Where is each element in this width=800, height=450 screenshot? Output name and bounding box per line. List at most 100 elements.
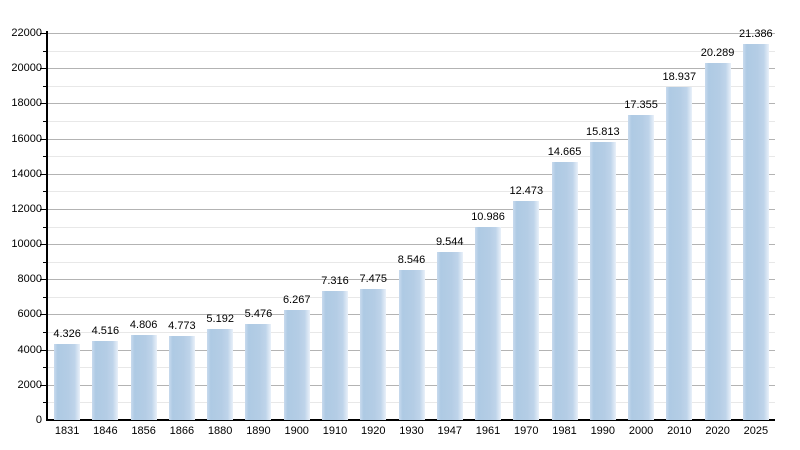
major-gridline (48, 208, 775, 210)
bar-1961 (475, 226, 502, 420)
bar-2020 (704, 63, 731, 420)
bar-1831 (54, 343, 81, 420)
minor-gridline (48, 156, 775, 158)
y-axis-tick (43, 50, 46, 52)
bar-1930 (398, 269, 425, 420)
y-axis-tick (43, 156, 46, 158)
value-label-1900: 6.267 (282, 293, 311, 306)
x-tick-label-1900: 1900 (284, 425, 309, 437)
major-gridline (48, 244, 775, 246)
y-axis-tick (40, 384, 46, 386)
minor-gridline (48, 226, 775, 228)
y-axis-tick (40, 68, 46, 70)
x-tick-label-2010: 2010 (667, 425, 692, 437)
y-axis-tick (40, 103, 46, 105)
x-tick-label-1990: 1990 (590, 425, 616, 437)
bar-1880 (207, 328, 234, 420)
y-tick-label: 10000 (11, 238, 42, 251)
y-tick-label: 2000 (17, 378, 42, 391)
bar-1890 (245, 323, 272, 420)
x-tick-label-1831: 1831 (54, 425, 80, 437)
x-tick-label-1880: 1880 (207, 425, 233, 437)
y-axis-tick (43, 191, 46, 193)
bar-2010 (666, 86, 693, 420)
bar-1866 (168, 336, 195, 420)
y-axis-tick (40, 138, 46, 140)
value-label-1961: 10.986 (471, 210, 505, 223)
major-gridline (48, 103, 775, 105)
major-gridline (48, 173, 775, 175)
x-tick-label-1866: 1866 (169, 425, 195, 437)
bar-1846 (92, 340, 119, 420)
value-label-2000: 17.355 (624, 98, 658, 111)
value-label-2020: 20.289 (700, 47, 735, 60)
x-axis-line (46, 419, 775, 421)
bar-1947 (436, 252, 463, 420)
x-tick-label-1947: 1947 (437, 425, 462, 437)
y-axis-tick (43, 402, 46, 404)
x-tick-label-1970: 1970 (514, 425, 539, 437)
value-label-1981: 14.665 (547, 146, 582, 159)
y-tick-label: 22000 (11, 27, 42, 39)
x-tick-label-2020: 2020 (705, 425, 730, 437)
value-label-1930: 8.546 (397, 253, 426, 266)
x-tick-label-1981: 1981 (552, 425, 577, 437)
value-label-1831: 4.326 (53, 327, 81, 340)
major-gridline (48, 33, 775, 34)
y-axis-tick (40, 314, 46, 316)
x-tick-label-1890: 1890 (246, 425, 271, 437)
major-gridline (48, 138, 775, 140)
y-tick-label: 6000 (17, 308, 42, 321)
bar-1970 (513, 200, 540, 420)
bar-1856 (130, 335, 157, 420)
x-tick-label-1961: 1961 (475, 425, 501, 437)
bar-1920 (360, 288, 387, 420)
y-tick-label: 12000 (11, 202, 42, 215)
value-label-1846: 4.516 (91, 324, 120, 337)
y-axis-tick (43, 120, 46, 122)
minor-gridline (48, 120, 775, 122)
y-tick-label: 16000 (11, 132, 42, 145)
x-tick-label-2000: 2000 (628, 425, 654, 437)
y-tick-label: 18000 (11, 97, 42, 110)
value-label-1890: 5.476 (244, 307, 273, 320)
bar-2000 (628, 114, 655, 420)
value-label-1920: 7.475 (359, 272, 387, 285)
value-label-1866: 4.773 (168, 320, 196, 333)
y-axis-tick (40, 279, 46, 281)
y-tick-label: 4000 (17, 343, 42, 356)
value-label-1947: 9.544 (435, 236, 464, 249)
y-axis-tick (43, 226, 46, 228)
bar-1990 (589, 141, 616, 420)
x-tick-label-1856: 1856 (131, 425, 156, 437)
value-label-1970: 12.473 (509, 184, 544, 197)
x-tick-label-1910: 1910 (322, 425, 348, 437)
y-axis-tick (40, 244, 46, 246)
y-axis-tick (43, 261, 46, 263)
x-tick-label-1846: 1846 (93, 425, 118, 437)
x-tick-label-2025: 2025 (743, 425, 769, 437)
y-tick-label: 8000 (17, 273, 42, 286)
minor-gridline (48, 261, 775, 263)
value-label-1880: 5.192 (206, 312, 234, 325)
y-axis-tick (40, 33, 46, 34)
value-label-2025: 21.386 (739, 27, 773, 40)
minor-gridline (48, 85, 775, 87)
value-label-1990: 15.813 (585, 125, 620, 138)
y-tick-label: 0 (35, 414, 42, 426)
y-axis-tick (40, 173, 46, 175)
major-gridline (48, 68, 775, 70)
minor-gridline (48, 191, 775, 193)
y-axis-tick (43, 332, 46, 334)
bar-1981 (551, 162, 578, 420)
value-label-2010: 18.937 (662, 70, 697, 83)
bar-1900 (283, 309, 310, 420)
y-axis-tick (40, 349, 46, 351)
y-tick-label: 20000 (11, 62, 42, 75)
minor-gridline (48, 50, 775, 52)
y-axis-tick (40, 208, 46, 210)
y-axis-tick (43, 296, 46, 298)
x-tick-label-1920: 1920 (360, 425, 386, 437)
x-tick-label-1930: 1930 (399, 425, 424, 437)
